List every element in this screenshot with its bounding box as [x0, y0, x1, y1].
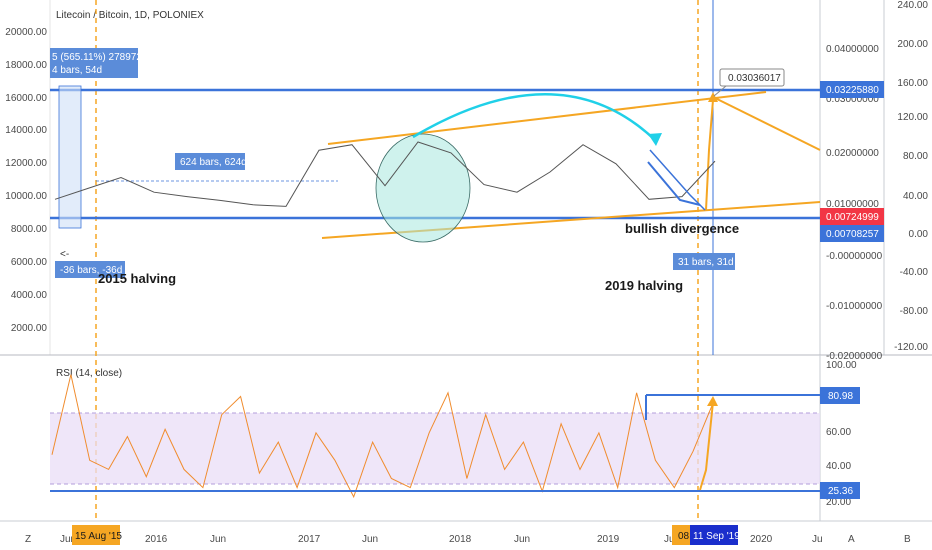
right-tick: 0.02000000 — [826, 148, 879, 159]
pct-tick: -120.00 — [894, 342, 928, 353]
rsi-tick: 60.00 — [826, 427, 851, 438]
right-tick: -0.01000000 — [826, 301, 883, 312]
right-tick: -0.02000000 — [826, 351, 883, 362]
cyan-arrowhead — [648, 133, 662, 146]
pct-tick: 40.00 — [903, 191, 928, 202]
time-label: Jun — [514, 534, 530, 545]
rsi-upper-badge — [820, 387, 860, 404]
right-tick: 0.04000000 — [826, 44, 879, 55]
pct-tick: 200.00 — [897, 39, 928, 50]
time-label: Ju — [812, 534, 823, 545]
pct-tick: 240.00 — [897, 0, 928, 11]
projection-line[interactable] — [712, 96, 821, 151]
measure-right-label-bg — [673, 253, 735, 270]
pct-tick: -40.00 — [900, 267, 929, 278]
price-badge-upper — [820, 81, 884, 98]
rsi-band — [50, 413, 820, 484]
left-tick: 14000.00 — [5, 125, 47, 136]
rsi-lower-badge-label: 25.36 — [828, 486, 853, 497]
rsi-tick: 20.00 — [826, 497, 851, 508]
measure-left-arrow: <- — [60, 249, 69, 260]
time-label: Jun — [60, 534, 76, 545]
price-badge-upper-label: 0.03225880 — [826, 85, 879, 96]
cyan-arc-arrow[interactable] — [412, 93, 656, 141]
corner-b-button[interactable]: B — [904, 534, 911, 545]
date-badge-stub — [672, 525, 690, 545]
price-badge-current — [820, 208, 884, 225]
rsi-arrow-line[interactable] — [699, 401, 714, 491]
halving-2015-label: 2015 halving — [98, 271, 176, 286]
price-series-line[interactable] — [54, 141, 716, 207]
target-callout-label: 0.03036017 — [728, 73, 781, 84]
left-tick: 12000.00 — [5, 158, 47, 169]
time-label: 2018 — [449, 534, 472, 545]
rsi-tick: 100.00 — [826, 360, 857, 371]
channel-upper-line[interactable] — [327, 91, 767, 145]
corner-a-button[interactable]: A — [848, 534, 855, 545]
date-badge-left-label: 15 Aug '15 — [75, 531, 122, 542]
left-axis: 20000.00 18000.00 16000.00 14000.00 1200… — [5, 27, 47, 334]
price-badge-lower — [820, 225, 884, 242]
measure-left-label-bg — [55, 261, 125, 278]
target-callout-pointer — [713, 85, 727, 97]
corner-z-label[interactable]: Z — [25, 534, 31, 545]
left-tick: 20000.00 — [5, 27, 47, 38]
rsi-arrowhead — [707, 396, 718, 406]
right-price-axis: 0.04000000 0.03000000 0.02000000 0.01000… — [826, 44, 883, 362]
pct-tick: 160.00 — [897, 78, 928, 89]
price-badge-current-label: 0.00724999 — [826, 212, 879, 223]
rsi-lower-badge — [820, 482, 860, 499]
pct-tick: 0.00 — [909, 229, 929, 240]
measure-label-top — [50, 48, 138, 78]
left-tick: 2000.00 — [11, 323, 48, 334]
time-label: Jun — [362, 534, 378, 545]
bullish-divergence-label: bullish divergence — [625, 221, 739, 236]
right-tick: -0.00000000 — [826, 251, 883, 262]
rsi-title: RSI (14, close) — [56, 368, 122, 379]
left-tick: 4000.00 — [11, 290, 48, 301]
date-badge-stub-label: 08 — [678, 531, 690, 542]
measure-box-top[interactable] — [58, 85, 82, 229]
left-tick: 18000.00 — [5, 60, 47, 71]
price-badge-lower-label: 0.00708257 — [826, 229, 879, 240]
time-label: 2019 — [597, 534, 620, 545]
right-tick: 0.01000000 — [826, 199, 879, 210]
projection-arrowhead — [708, 92, 718, 102]
left-tick: 8000.00 — [11, 224, 48, 235]
measure-mid-label: 624 bars, 624d — [180, 157, 247, 168]
highlight-ellipse[interactable] — [375, 133, 471, 243]
target-callout[interactable] — [719, 68, 785, 87]
time-label: Jul — [664, 534, 677, 545]
measure-top-line1: 5 (565.11%) 2789725 — [52, 52, 148, 63]
divergence-line-price-2[interactable] — [649, 149, 706, 211]
halving-2019-label: 2019 halving — [605, 278, 683, 293]
chart-title: Litecoin / Bitcoin, 1D, POLONIEX — [56, 10, 204, 21]
left-tick: 6000.00 — [11, 257, 48, 268]
time-label: 2017 — [298, 534, 321, 545]
rsi-series-line[interactable] — [51, 374, 713, 499]
time-label: Jun — [210, 534, 226, 545]
pct-tick: 80.00 — [903, 151, 928, 162]
time-label: 2016 — [145, 534, 168, 545]
left-tick: 10000.00 — [5, 191, 47, 202]
date-badge-right — [690, 525, 738, 545]
date-badge-left — [72, 525, 120, 545]
left-tick: 16000.00 — [5, 93, 47, 104]
divergence-line-price[interactable] — [647, 161, 701, 206]
measure-mid-label-bg — [175, 153, 245, 170]
measure-right-label: 31 bars, 31d — [678, 257, 734, 268]
projection-up-line[interactable] — [705, 99, 714, 211]
pct-tick: 120.00 — [897, 112, 928, 123]
measure-top-line2: 4 bars, 54d — [52, 65, 102, 76]
right-pct-axis: 240.00 200.00 160.00 120.00 80.00 40.00 … — [894, 0, 928, 353]
time-label: 2020 — [750, 534, 773, 545]
rsi-upper-badge-label: 80.98 — [828, 391, 853, 402]
measure-left-label: -36 bars, -36d — [60, 265, 122, 276]
rsi-tick: 40.00 — [826, 461, 851, 472]
pct-tick: -80.00 — [900, 306, 929, 317]
date-badge-right-label: 11 Sep '19 — [693, 531, 740, 542]
time-axis: Z Jun 2016 Jun 2017 Jun 2018 Jun 2019 Ju… — [25, 534, 823, 545]
right-tick: 0.03000000 — [826, 94, 879, 105]
